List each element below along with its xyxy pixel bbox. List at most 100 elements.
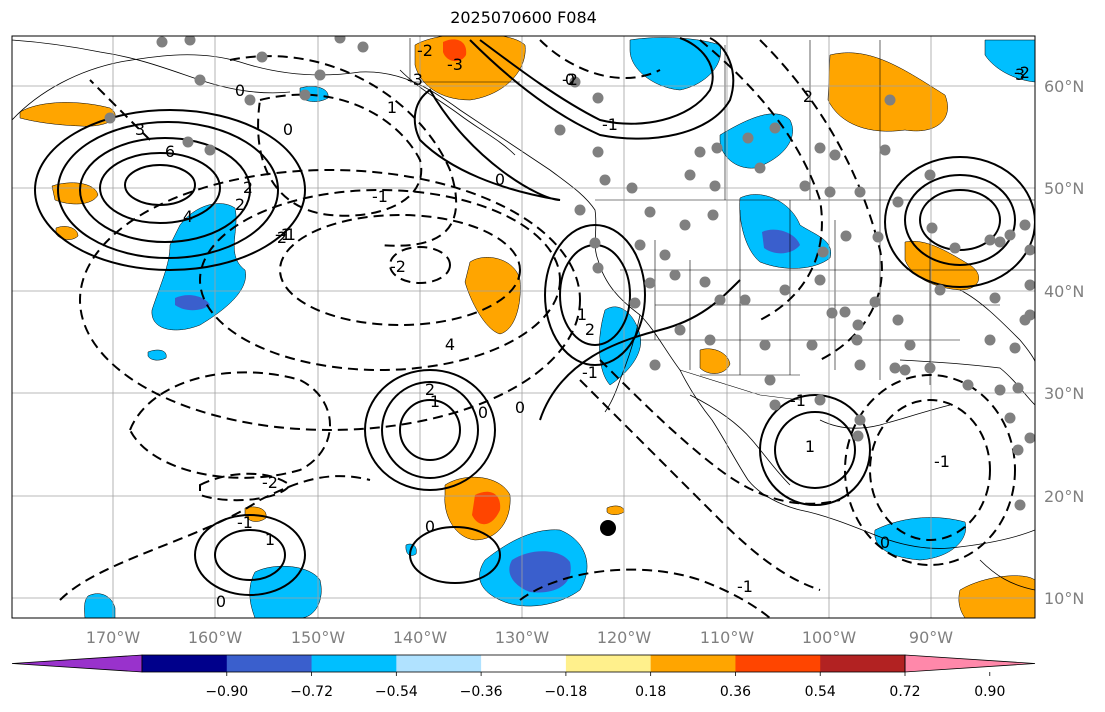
positive-area-canada [827, 52, 948, 132]
colorbar-segment [565, 655, 652, 672]
station-dot [711, 142, 723, 154]
contour-label: -1 [275, 225, 291, 244]
station-dot [839, 306, 851, 318]
station-dot [1004, 412, 1016, 424]
contour-label: 0 [495, 170, 505, 189]
station-dot [1024, 432, 1035, 444]
station-dot [644, 277, 656, 289]
station-dot [1019, 219, 1031, 231]
lon-tick-label: 170°W [86, 628, 141, 647]
contour-label: -1 [790, 391, 806, 410]
station-dot [904, 339, 916, 351]
colorbar-label: 0.18 [635, 684, 666, 700]
positive-area-w3 [55, 226, 79, 240]
contour-label: -1 [582, 363, 598, 382]
positive-area-se [958, 575, 1035, 618]
station-dot [592, 262, 604, 274]
colorbar-label: −0.54 [375, 684, 418, 700]
contour-label: 0 [478, 403, 488, 422]
colorbar-label: 0.72 [889, 684, 920, 700]
station-dot [709, 180, 721, 192]
station-dot [854, 414, 866, 426]
colorbar-label: 0.36 [720, 684, 751, 700]
colorbar-segment [481, 655, 567, 672]
contour-label: 1 [265, 530, 275, 549]
contour-label: -2 [390, 257, 406, 276]
station-dot [892, 314, 904, 326]
contour-label: -2 [262, 473, 278, 492]
contour-label: 0 [216, 592, 226, 611]
station-dot [884, 94, 896, 106]
colorbar-max-extend [904, 654, 1036, 673]
station-dot [851, 334, 863, 346]
contour-label: -3 [447, 55, 463, 74]
contour-label: 0 [283, 120, 293, 139]
station-dot [926, 222, 938, 234]
colorbar-label: 0.54 [805, 684, 836, 700]
station-dot [824, 186, 836, 198]
colorbar-min-extend [11, 654, 143, 673]
station-dot [817, 246, 829, 258]
station-dot [872, 231, 884, 243]
contour-label: -2 [1014, 63, 1030, 82]
station-dot [754, 162, 766, 174]
negative-area-w5 [84, 593, 116, 618]
station-dot [934, 284, 946, 296]
contour-label: 1 [577, 305, 587, 324]
contour-label: -1 [280, 225, 296, 244]
colorbar-segment [820, 655, 906, 672]
gridlines [12, 36, 1035, 618]
positive-core-alaska [443, 39, 467, 62]
colorbar-segment [650, 655, 736, 672]
station-dot [634, 239, 646, 251]
station-dot [104, 112, 116, 124]
station-dot [592, 92, 604, 104]
chart-title: 2025070600 F084 [450, 8, 597, 27]
station-dot [707, 209, 719, 221]
station-dot [1014, 499, 1026, 511]
negative-area-baja [599, 306, 642, 386]
map-frame [11, 35, 1036, 619]
colorbar-segment [396, 655, 482, 672]
station-dot [1004, 229, 1016, 241]
contour-label: 1 [805, 437, 815, 456]
positive-core-trop [472, 491, 501, 525]
station-dot [854, 359, 866, 371]
colorbar-outline [141, 654, 906, 673]
station-dot [814, 142, 826, 154]
station-dot [1024, 279, 1035, 291]
contour-label: 4 [183, 207, 193, 226]
station-dot [644, 206, 656, 218]
station-dot [569, 76, 581, 88]
positive-area-sw [699, 348, 731, 374]
station-dot [989, 292, 1001, 304]
negative-area-small2 [147, 349, 167, 361]
negative-area-nw [629, 37, 722, 91]
station-dot [899, 364, 911, 376]
station-dot [739, 294, 751, 306]
contour-label: 3 [1015, 65, 1025, 84]
political-borders [409, 38, 1035, 401]
contour-label: 0 [565, 70, 575, 89]
longitude-labels: 170°W 160°W 150°W 140°W 130°W 120°W 110°W 100°W… [86, 628, 953, 647]
station-dot [759, 339, 771, 351]
station-dot [852, 319, 864, 331]
station-dot [599, 174, 611, 186]
station-dot [699, 276, 711, 288]
contour-label: 1 [430, 392, 440, 411]
station-dot [799, 180, 811, 192]
positive-area-w1 [19, 102, 116, 127]
lon-tick-label: 90°W [909, 628, 953, 647]
station-dot [769, 399, 781, 411]
station-dot [924, 362, 936, 374]
station-dot [1012, 382, 1024, 394]
lon-tick-label: 120°W [597, 628, 652, 647]
colorbar-segment [735, 655, 821, 672]
station-dot [984, 234, 996, 246]
positive-area-tiny [606, 505, 625, 515]
negative-area-bc [719, 113, 793, 169]
contour-label: -3 [407, 70, 423, 89]
station-dot [962, 379, 974, 391]
station-dot [994, 236, 1006, 248]
